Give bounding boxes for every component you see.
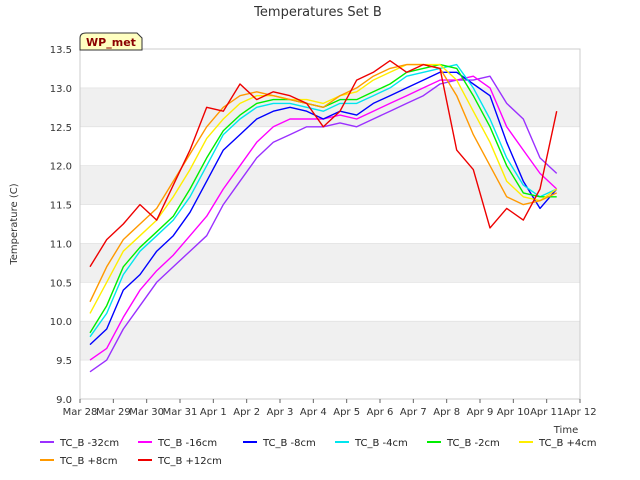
y-tick-label: 12.5 — [50, 123, 72, 134]
grid-band — [80, 243, 580, 283]
x-tick-label: Apr 10 — [497, 407, 530, 418]
x-tick-label: Apr 3 — [267, 407, 294, 418]
x-tick-label: Apr 9 — [467, 407, 494, 418]
series-lines — [89, 60, 558, 373]
y-axis-ticks: 9.0 9.5 10.0 10.5 11.0 11.5 12.0 12.5 13.0 13.5 — [50, 45, 72, 406]
y-tick-label: 11.0 — [50, 239, 72, 250]
series-line-tc-b-4cm — [89, 63, 557, 338]
series-line-tc-b-12cm — [89, 60, 558, 268]
x-tick-label: Mar 30 — [129, 407, 164, 418]
x-tick-label: Apr 6 — [367, 407, 394, 418]
grid-band — [80, 165, 580, 205]
legend-label: TC_B -4cm — [354, 438, 408, 449]
chart-title: Temperatures Set B — [253, 5, 382, 20]
y-axis-label: Temperature (C) — [9, 183, 20, 265]
x-tick-label: Apr 12 — [563, 407, 596, 418]
series-line-tc-b-8cm — [89, 63, 557, 303]
legend-item: TC_B -4cm — [335, 438, 408, 449]
legend-item: TC_B -2cm — [427, 438, 500, 449]
grid-band — [80, 126, 580, 166]
series-line-tc-b-8cm — [89, 71, 558, 346]
x-tick-label: Apr 7 — [400, 407, 427, 418]
x-tick-label: Apr 5 — [333, 407, 360, 418]
legend-item: TC_B +12cm — [138, 456, 222, 467]
station-badge: WP_met — [79, 32, 143, 51]
legend-label: TC_B +12cm — [157, 456, 222, 467]
y-tick-label: 13.0 — [50, 84, 72, 95]
x-tick-label: Apr 2 — [233, 407, 260, 418]
legend-label: TC_B -8cm — [262, 438, 316, 449]
x-axis-label: Time — [553, 425, 578, 436]
legend-item: TC_B +8cm — [40, 456, 118, 467]
y-tick-label: 11.5 — [50, 201, 72, 212]
x-tick-label: Mar 31 — [163, 407, 198, 418]
station-badge-label: WP_met — [86, 36, 136, 49]
x-tick-label: Apr 8 — [433, 407, 460, 418]
grid-band — [80, 360, 580, 399]
x-tick-label: Mar 29 — [96, 407, 131, 418]
grid-bands — [80, 49, 580, 400]
y-tick-label: 10.0 — [50, 317, 72, 328]
x-tick-label: Apr 11 — [530, 407, 563, 418]
legend-label: TC_B +4cm — [538, 438, 597, 449]
legend-item: TC_B -32cm — [40, 438, 119, 449]
legend-item: TC_B -16cm — [138, 438, 217, 449]
grid-band — [80, 49, 580, 88]
grid-band — [80, 321, 580, 361]
chart-legend: TC_B -32cm TC_B -16cm TC_B -8cm TC_B -4cm TC… — [40, 438, 597, 467]
legend-item: TC_B +4cm — [519, 438, 597, 449]
legend-label: TC_B -16cm — [157, 438, 217, 449]
legend-label: TC_B -32cm — [59, 438, 119, 449]
x-tick-label: Apr 4 — [300, 407, 327, 418]
legend-label: TC_B -2cm — [446, 438, 500, 449]
legend-item: TC_B -8cm — [243, 438, 316, 449]
y-tick-label: 9.5 — [56, 356, 72, 367]
series-line-tc-b-4cm — [89, 63, 558, 314]
y-tick-label: 9.0 — [56, 395, 72, 406]
x-tick-label: Apr 1 — [200, 407, 227, 418]
x-tick-label: Mar 28 — [63, 407, 98, 418]
plot-frame — [79, 48, 581, 400]
legend-label: TC_B +8cm — [59, 456, 118, 467]
y-tick-label: 10.5 — [50, 278, 72, 289]
y-tick-label: 13.5 — [50, 45, 72, 56]
grid-band — [80, 282, 580, 322]
y-tick-label: 12.0 — [50, 162, 72, 173]
